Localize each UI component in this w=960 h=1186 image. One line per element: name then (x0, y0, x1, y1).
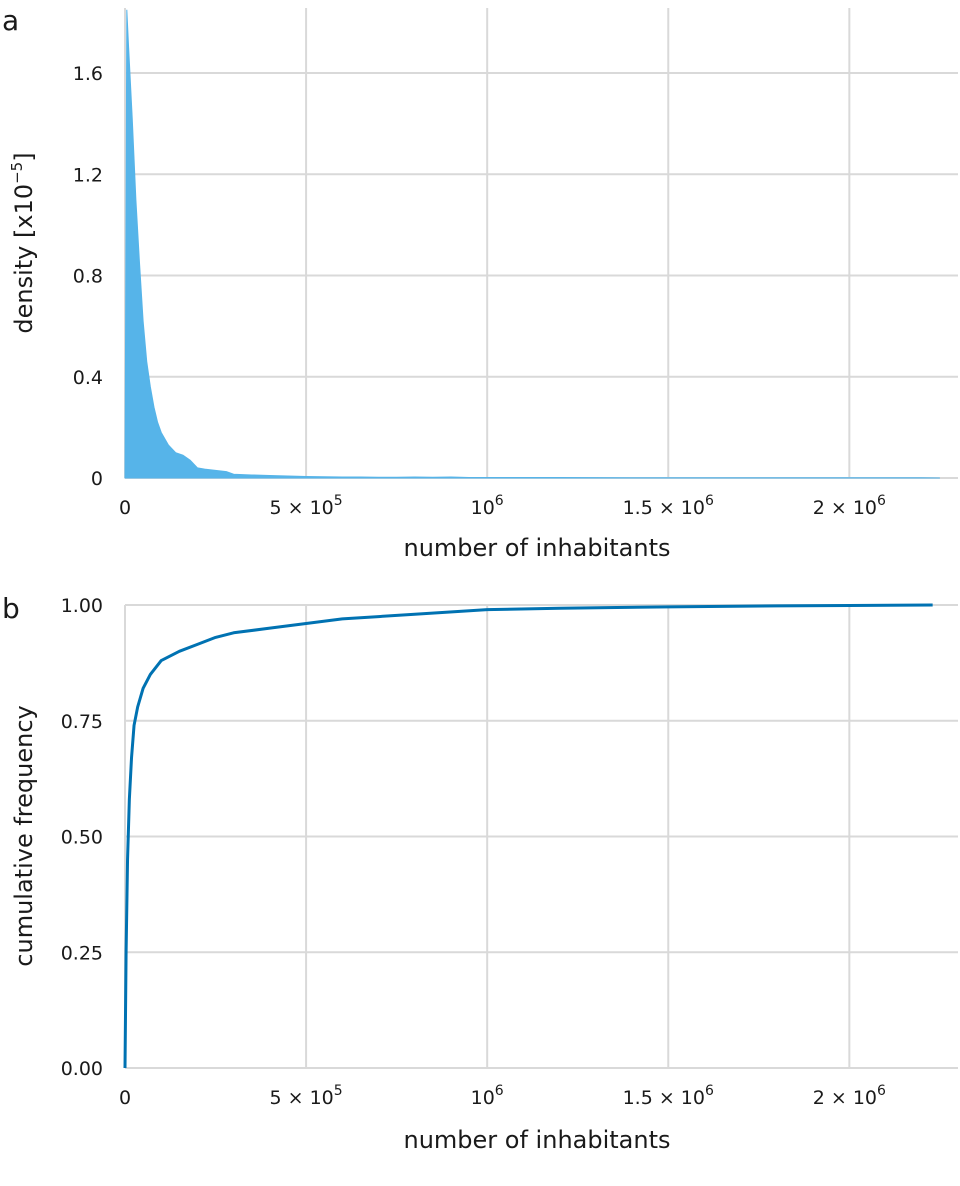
panel-b-x-title: number of inhabitants (404, 1126, 671, 1154)
panel-a-y-tick-label: 0.4 (73, 367, 103, 389)
panel-b-y-tick-label: 1.00 (61, 595, 103, 617)
panel-b-cdf-line (123, 603, 933, 1069)
panel-b-x-tick-label: 5 × 105 (269, 1083, 342, 1109)
panel-a-y-title-suffix: ] (10, 152, 38, 161)
panel-b-x-ticks: 0 5 × 105 106 1.5 × 106 2 × 106 (119, 1083, 886, 1109)
panel-a-density-area (124, 9, 940, 479)
panel-a-x-tick-label: 5 × 105 (269, 493, 342, 519)
panel-b-y-title: cumulative frequency (10, 705, 38, 966)
panel-b-y-tick-label: 0.50 (61, 827, 103, 849)
panel-b-x-tick-label: 0 (119, 1087, 131, 1109)
panel-b-y-tick-label: 0.75 (61, 711, 103, 733)
panel-b-x-tick-label: 2 × 106 (813, 1083, 886, 1109)
panel-a-label: a (2, 4, 19, 37)
panel-a-y-title-sup: −5 (8, 162, 26, 184)
panel-a-x-tick-label: 2 × 106 (813, 493, 886, 519)
panel-a-x-ticks: 0 5 × 105 106 1.5 × 106 2 × 106 (119, 493, 886, 519)
panel-a-x-title: number of inhabitants (404, 534, 671, 562)
panel-a-y-ticks: 0 0.4 0.8 1.2 1.6 (73, 63, 103, 490)
panel-a-grid (124, 8, 958, 479)
panel-b-y-ticks: 0.00 0.25 0.50 0.75 1.00 (61, 595, 103, 1080)
panel-a-y-tick-label: 1.6 (73, 63, 103, 85)
panel-b-grid (124, 604, 958, 1069)
panel-a-y-title: density [x10−5] (8, 152, 38, 333)
panel-a-y-tick-label: 1.2 (73, 164, 103, 186)
panel-b: b 0.00 0.25 0.50 0.75 1.00 0 5 × 105 106 1.5 × … (2, 592, 958, 1154)
panel-a-x-tick-label: 1.5 × 106 (623, 493, 714, 519)
panel-a-y-tick-label: 0.8 (73, 266, 103, 288)
panel-b-x-tick-label: 1.5 × 106 (623, 1083, 714, 1109)
panel-b-y-tick-label: 0.00 (61, 1058, 103, 1080)
panel-a-x-tick-label: 0 (119, 497, 131, 519)
panel-a-x-tick-label: 106 (471, 493, 504, 519)
panel-b-x-tick-label: 106 (471, 1083, 504, 1109)
panel-a: a 0 0.4 0.8 1.2 1.6 0 5 × 105 106 1.5 × 106 2 × … (2, 4, 958, 562)
panel-b-y-tick-label: 0.25 (61, 942, 103, 964)
panel-a-y-tick-label: 0 (91, 468, 103, 490)
panel-b-label: b (2, 592, 20, 625)
panel-a-y-title-main: density [x10 (10, 184, 38, 334)
